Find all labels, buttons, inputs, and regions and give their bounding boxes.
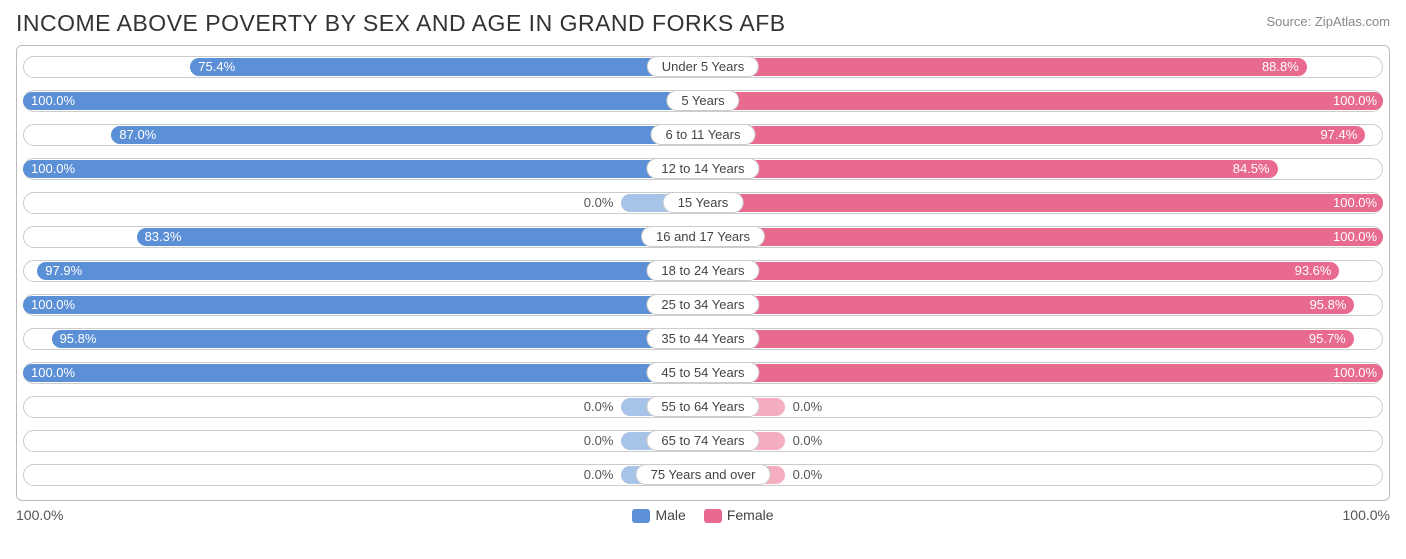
chart-row: 95.8% 95.7% 35 to 44 Years (23, 326, 1383, 352)
male-value-label: 75.4% (190, 58, 248, 76)
male-value-label: 100.0% (23, 160, 81, 178)
female-value-label: 100.0% (1325, 364, 1383, 382)
female-value-label: 100.0% (1325, 194, 1383, 212)
category-label: 5 Years (666, 90, 739, 111)
chart-rows-container: 75.4% 88.8% Under 5 Years 100.0% 100.0% 5 Yea… (16, 45, 1390, 501)
male-value-label: 100.0% (23, 364, 81, 382)
male-bar (52, 330, 703, 348)
legend-male-swatch (632, 509, 650, 523)
female-value-label: 84.5% (1220, 160, 1278, 178)
chart-title: INCOME ABOVE POVERTY BY SEX AND AGE IN G… (16, 10, 786, 37)
male-value-label: 83.3% (137, 228, 195, 246)
chart-row: 97.9% 93.6% 18 to 24 Years (23, 258, 1383, 284)
male-bar (23, 92, 703, 110)
male-value-label: 0.0% (576, 432, 622, 450)
category-label: 12 to 14 Years (646, 158, 759, 179)
chart-row: 100.0% 100.0% 5 Years (23, 88, 1383, 114)
male-value-label: 97.9% (37, 262, 95, 280)
category-label: 75 Years and over (636, 464, 771, 485)
female-value-label: 95.8% (1296, 296, 1354, 314)
chart-footer: 100.0% Male Female 100.0% (16, 507, 1390, 523)
category-label: Under 5 Years (647, 56, 759, 77)
category-label: 6 to 11 Years (651, 124, 756, 145)
category-label: 25 to 34 Years (646, 294, 759, 315)
female-value-label: 100.0% (1325, 92, 1383, 110)
chart-legend: Male Female (632, 507, 773, 523)
legend-female: Female (704, 507, 774, 523)
category-label: 65 to 74 Years (646, 430, 759, 451)
category-label: 55 to 64 Years (646, 396, 759, 417)
male-bar (37, 262, 703, 280)
chart-row: 0.0% 0.0% 75 Years and over (23, 462, 1383, 488)
male-value-label: 0.0% (576, 398, 622, 416)
male-bar (111, 126, 703, 144)
category-label: 16 and 17 Years (641, 226, 765, 247)
male-value-label: 0.0% (576, 194, 622, 212)
chart-row: 87.0% 97.4% 6 to 11 Years (23, 122, 1383, 148)
chart-header: INCOME ABOVE POVERTY BY SEX AND AGE IN G… (16, 10, 1390, 37)
female-value-label: 95.7% (1296, 330, 1354, 348)
chart-row: 75.4% 88.8% Under 5 Years (23, 54, 1383, 80)
chart-row: 100.0% 100.0% 45 to 54 Years (23, 360, 1383, 386)
male-bar (23, 296, 703, 314)
chart-row: 0.0% 0.0% 65 to 74 Years (23, 428, 1383, 454)
chart-row: 100.0% 95.8% 25 to 34 Years (23, 292, 1383, 318)
male-value-label: 87.0% (111, 126, 169, 144)
female-bar (703, 92, 1383, 110)
female-value-label: 0.0% (785, 398, 831, 416)
male-bar (137, 228, 703, 246)
chart-row: 0.0% 100.0% 15 Years (23, 190, 1383, 216)
female-bar (703, 262, 1339, 280)
male-bar (190, 58, 703, 76)
male-value-label: 95.8% (52, 330, 110, 348)
female-value-label: 0.0% (785, 466, 831, 484)
category-label: 35 to 44 Years (646, 328, 759, 349)
female-value-label: 0.0% (785, 432, 831, 450)
female-value-label: 88.8% (1249, 58, 1307, 76)
male-bar (23, 160, 703, 178)
male-bar (23, 364, 703, 382)
female-value-label: 93.6% (1281, 262, 1339, 280)
female-bar (703, 58, 1307, 76)
population-pyramid-chart: INCOME ABOVE POVERTY BY SEX AND AGE IN G… (0, 0, 1406, 559)
chart-row: 83.3% 100.0% 16 and 17 Years (23, 224, 1383, 250)
legend-male-label: Male (655, 507, 685, 523)
category-label: 15 Years (663, 192, 744, 213)
chart-row: 0.0% 0.0% 55 to 64 Years (23, 394, 1383, 420)
female-bar (703, 160, 1278, 178)
female-bar (703, 228, 1383, 246)
female-bar (703, 296, 1354, 314)
female-bar (703, 126, 1365, 144)
female-bar (703, 364, 1383, 382)
legend-female-swatch (704, 509, 722, 523)
legend-female-label: Female (727, 507, 774, 523)
male-value-label: 100.0% (23, 92, 81, 110)
axis-right-label: 100.0% (1343, 507, 1390, 523)
category-label: 18 to 24 Years (646, 260, 759, 281)
legend-male: Male (632, 507, 685, 523)
category-label: 45 to 54 Years (646, 362, 759, 383)
female-value-label: 100.0% (1325, 228, 1383, 246)
axis-left-label: 100.0% (16, 507, 63, 523)
chart-source: Source: ZipAtlas.com (1266, 10, 1390, 29)
female-bar (703, 194, 1383, 212)
male-value-label: 100.0% (23, 296, 81, 314)
female-value-label: 97.4% (1307, 126, 1365, 144)
female-bar (703, 330, 1354, 348)
male-value-label: 0.0% (576, 466, 622, 484)
chart-row: 100.0% 84.5% 12 to 14 Years (23, 156, 1383, 182)
